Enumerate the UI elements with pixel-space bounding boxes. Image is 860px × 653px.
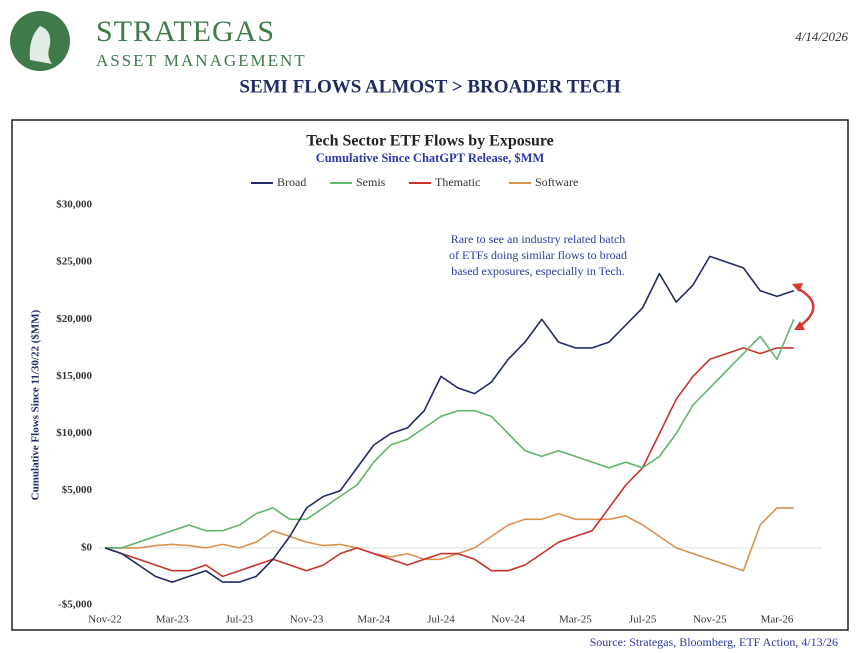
x-tick-label: Nov-22 <box>88 614 122 626</box>
chart-title: Tech Sector ETF Flows by Exposure <box>306 133 554 150</box>
x-tick-label: Nov-23 <box>290 614 324 626</box>
legend-label: Software <box>535 175 578 189</box>
annotation: based exposures, especially in Tech. <box>451 264 625 278</box>
logo-head <box>29 26 52 64</box>
x-tick-label: Nov-24 <box>491 614 525 626</box>
x-tick-label: Mar-26 <box>761 614 794 626</box>
y-tick-label: $10,000 <box>56 427 92 439</box>
series-line <box>105 507 794 572</box>
series-line <box>104 347 794 578</box>
x-tick-label: Nov-25 <box>693 614 727 626</box>
legend-label: Broad <box>277 175 306 189</box>
tagline: ASSET MANAGEMENT <box>96 51 307 70</box>
chart-subtitle: Cumulative Since ChatGPT Release, $MM <box>316 151 545 165</box>
arrow <box>796 286 815 327</box>
date: 4/14/2026 <box>795 29 848 44</box>
legend-label: Thematic <box>435 175 480 189</box>
y-tick-label: -$5,000 <box>58 599 92 611</box>
x-tick-label: Jul-23 <box>226 614 254 626</box>
y-tick-label: $30,000 <box>56 199 92 211</box>
annotation: of ETFs doing similar flows to broad <box>449 248 627 262</box>
headline: SEMI FLOWS ALMOST > BROADER TECH <box>239 76 620 97</box>
annotation: Rare to see an industry related batch <box>451 232 626 246</box>
y-tick-label: $20,000 <box>56 313 92 325</box>
source: Source: Strategas, Bloomberg, ETF Action… <box>590 635 838 649</box>
x-tick-label: Jul-24 <box>427 614 455 626</box>
series-line <box>104 255 795 583</box>
x-tick-label: Mar-25 <box>559 614 592 626</box>
y-tick-label: $25,000 <box>56 256 92 268</box>
y-tick-label: $0 <box>81 541 93 553</box>
y-tick-label: $5,000 <box>62 484 93 496</box>
legend-label: Semis <box>356 175 386 189</box>
y-axis-label: Cumulative Flows Since 11/30/22 ($MM) <box>30 309 42 500</box>
series-line <box>105 318 795 549</box>
x-tick-label: Jul-25 <box>629 614 657 626</box>
x-tick-label: Mar-24 <box>357 614 390 626</box>
y-tick-label: $15,000 <box>56 370 92 382</box>
x-tick-label: Mar-23 <box>156 614 189 626</box>
chart-frame <box>11 119 849 631</box>
brand: STRATEGAS <box>96 15 275 48</box>
